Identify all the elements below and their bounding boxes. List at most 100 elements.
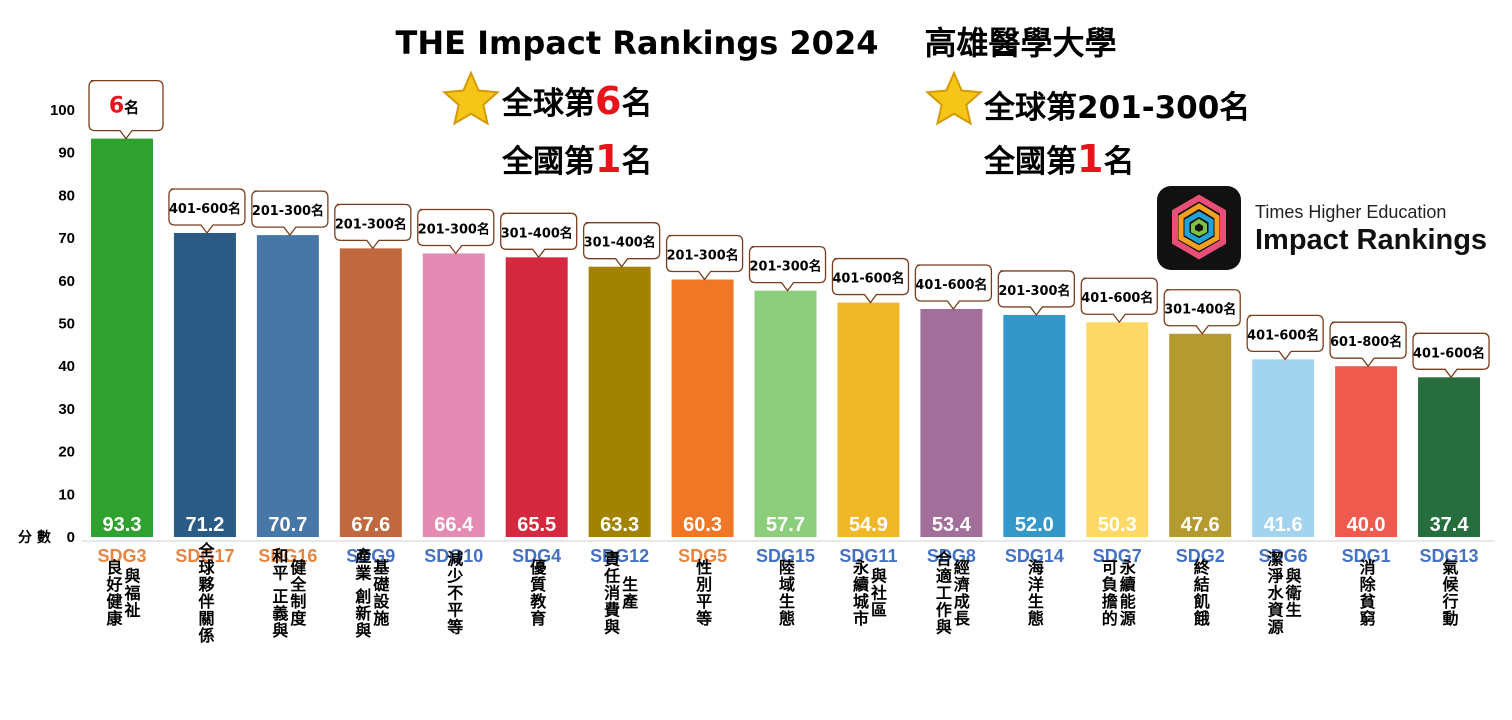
value-label: 67.6 <box>351 514 390 536</box>
rank-label: 301-400名 <box>1164 302 1236 318</box>
rank-callout <box>168 188 246 235</box>
value-label: 53.4 <box>932 514 972 536</box>
bar-sdg5 <box>671 279 734 537</box>
category-name: 消除貧窮 <box>1357 558 1376 627</box>
national-suffix: 名 <box>1103 144 1135 180</box>
rank-callout <box>1163 289 1241 335</box>
value-label: 57.7 <box>766 514 805 536</box>
page-title: THE Impact Rankings 2024 高雄醫學大學 <box>0 18 1512 64</box>
category-label: SDG3 <box>97 546 146 566</box>
category-label: SDG8 <box>927 546 976 566</box>
bar-sdg10 <box>422 253 485 538</box>
value-label: 37.4 <box>1430 514 1470 536</box>
y-tick-label: 20 <box>58 444 75 461</box>
global-rank-number: 201-300 <box>1077 90 1220 126</box>
category-name: 基礎設施 <box>370 558 390 627</box>
y-tick-label: 80 <box>58 187 75 204</box>
y-tick-label: 10 <box>58 486 75 503</box>
heartbeat-icon <box>364 118 448 160</box>
bar-sdg15 <box>754 290 817 537</box>
category-label: SDG5 <box>678 546 727 566</box>
y-axis-unit: 分 數 <box>18 529 51 546</box>
sdg3-national-rank: 全國第1名 <box>502 136 652 181</box>
rank-callout <box>417 208 495 255</box>
bar-sdg14 <box>1003 314 1066 537</box>
category-name: 永續能源 <box>1117 558 1137 627</box>
bar-sdg2 <box>1169 333 1232 537</box>
rank-label: 201-300名 <box>998 283 1070 299</box>
category-name: 良好健康 <box>104 558 124 627</box>
category-label: SDG6 <box>1259 546 1308 566</box>
category-name: 生產 <box>619 575 638 610</box>
rank-callout <box>334 203 412 250</box>
gender-equality-icon <box>871 112 918 174</box>
value-label: 50.3 <box>1098 514 1137 536</box>
rank-label: 201-300名 <box>252 203 324 219</box>
y-tick-label: 50 <box>58 316 75 333</box>
bar-sdg17 <box>173 232 236 537</box>
rank-callout <box>251 190 329 237</box>
rank-callout <box>748 245 827 292</box>
rank-label: 401-600名 <box>832 271 904 287</box>
sdg3-tile: 3 良好 健康與福祉 <box>344 72 458 186</box>
category-name: 陸域生態 <box>776 558 795 627</box>
the-logo <box>1157 186 1241 270</box>
title-text: THE Impact Rankings 2024 <box>395 24 879 62</box>
bar-sdg11 <box>837 302 900 537</box>
rank-label: 401-600名 <box>915 277 987 293</box>
the-hexagon-icon <box>1172 194 1226 260</box>
rank-label: 401-600名 <box>1413 345 1485 361</box>
y-tick-label: 70 <box>58 230 75 247</box>
y-tick-label: 100 <box>50 102 75 119</box>
y-tick-label: 0 <box>67 529 75 546</box>
rank-label: 201-300名 <box>667 248 739 264</box>
brand-line2: Impact Rankings <box>1255 224 1488 256</box>
value-label: 41.6 <box>1264 514 1303 536</box>
category-label: SDG4 <box>512 546 561 566</box>
rank-callout <box>831 257 910 304</box>
star-icon <box>442 70 500 126</box>
rank-callout <box>582 222 661 268</box>
category-name: 責任消費與 <box>601 550 621 636</box>
sdg5-national-rank: 全國第1名 <box>984 136 1134 181</box>
sdg3-label-line: 良好 <box>368 80 388 91</box>
rank-label: 401-600名 <box>1247 327 1319 343</box>
value-label: 93.3 <box>103 514 142 536</box>
rank-label: 401-600名 <box>169 201 241 217</box>
bar-sdg8 <box>920 308 983 537</box>
bar-sdg12 <box>588 266 651 537</box>
bar-sdg6 <box>1252 359 1315 537</box>
category-name: 產業 創新與 <box>352 546 372 639</box>
category-name: 合適工作與 <box>933 550 952 636</box>
rank-callout <box>1246 314 1324 361</box>
rank-callout <box>665 234 744 281</box>
bar-sdg7 <box>1086 322 1149 537</box>
value-label: 60.3 <box>683 514 722 536</box>
category-name: 與衛生 <box>1283 567 1303 619</box>
category-label: SDG15 <box>756 546 815 566</box>
value-label: 65.5 <box>517 514 556 536</box>
sdg5-tile-number: 5 <box>843 78 859 103</box>
value-label: 71.2 <box>185 514 224 536</box>
rank-label: 201-300名 <box>750 259 822 275</box>
sdg3-global-rank: 全球第6名 <box>502 78 652 123</box>
national-prefix: 全國第 <box>984 144 1077 180</box>
category-name: 性別平等 <box>693 558 713 627</box>
category-label: SDG2 <box>1176 546 1225 566</box>
value-label: 66.4 <box>434 514 474 536</box>
bar-sdg16 <box>256 235 319 537</box>
rank-label: 301-400名 <box>584 235 656 251</box>
global-rank-number: 6 <box>595 79 622 123</box>
sdg5-global-rank: 全球第201-300名 <box>984 82 1250 127</box>
rank-label: 301-400名 <box>501 225 573 241</box>
rank-callout <box>997 270 1075 317</box>
bar-sdg13 <box>1418 377 1481 537</box>
brand-line1: Times Higher Education <box>1255 202 1447 222</box>
value-label: 40.0 <box>1347 514 1386 536</box>
category-label: SDG10 <box>424 546 483 566</box>
category-name: 可負擔的 <box>1099 559 1118 627</box>
sdg5-tile-label: 性別平等 <box>859 80 899 91</box>
rank-label: 401-600名 <box>1081 290 1153 306</box>
rank-label: 201-300名 <box>418 221 490 237</box>
